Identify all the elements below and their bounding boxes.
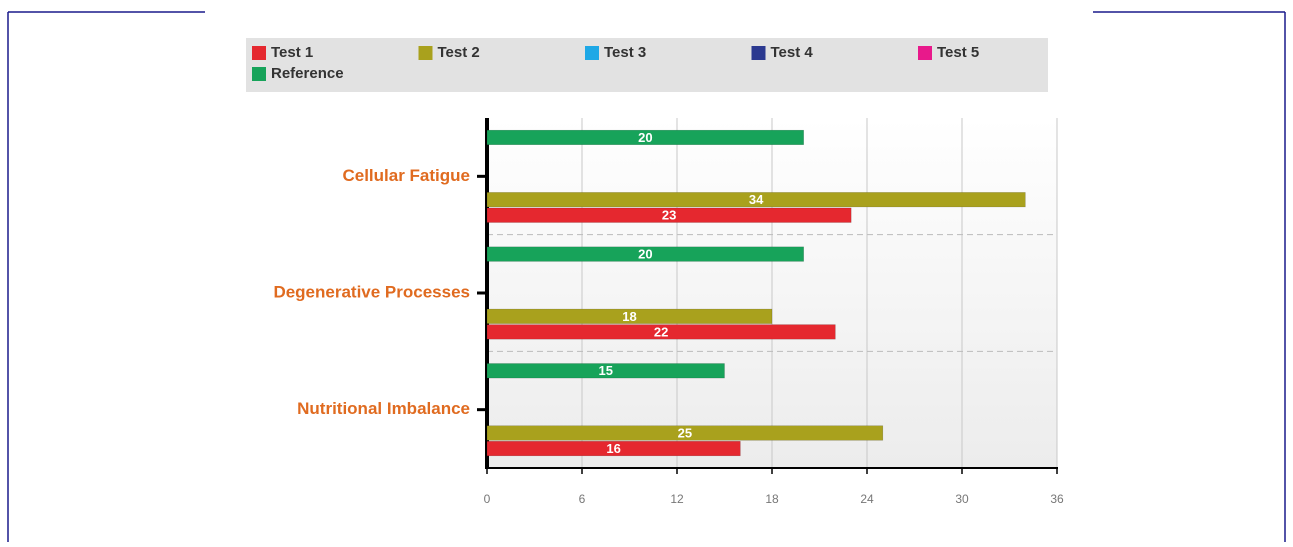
legend-label: Test 3 — [604, 44, 646, 61]
bar — [486, 425, 884, 441]
legend-label: Test 2 — [438, 44, 480, 61]
legend-swatch — [418, 46, 433, 60]
bar — [486, 441, 741, 457]
data-label: 22 — [654, 324, 668, 339]
bar — [486, 246, 804, 262]
x-tick-label: 0 — [484, 492, 491, 506]
legend-label: Reference — [271, 65, 344, 82]
legend-label: Test 4 — [771, 44, 814, 61]
data-label: 20 — [638, 130, 652, 145]
data-label: 20 — [638, 247, 652, 262]
legend-swatch — [751, 46, 766, 60]
bar — [486, 324, 836, 340]
legend-label: Test 1 — [271, 44, 313, 61]
legend-label: Test 5 — [937, 44, 979, 61]
legend-swatch — [585, 46, 599, 60]
legend-swatch — [252, 67, 266, 81]
x-tick-label: 6 — [579, 492, 586, 506]
bar — [486, 207, 852, 223]
y-tick-label: Cellular Fatigue — [342, 166, 470, 185]
data-label: 18 — [622, 309, 636, 324]
bar — [486, 363, 725, 379]
data-label: 34 — [749, 192, 764, 207]
y-tick-label: Degenerative Processes — [273, 282, 470, 301]
bar — [486, 192, 1026, 208]
legend-swatch — [918, 46, 932, 60]
bar — [486, 308, 773, 324]
x-tick-label: 18 — [765, 492, 779, 506]
y-tick-label: Nutritional Imbalance — [297, 399, 470, 418]
frame — [7, 11, 1286, 542]
data-label: 16 — [606, 441, 620, 456]
x-tick-label: 24 — [860, 492, 874, 506]
data-label: 25 — [678, 425, 692, 440]
data-label: 15 — [599, 363, 613, 378]
legend-swatch — [252, 46, 266, 60]
x-tick-label: 30 — [955, 492, 969, 506]
legend-box — [246, 38, 1048, 92]
x-tick-label: 12 — [670, 492, 684, 506]
x-tick-label: 36 — [1050, 492, 1064, 506]
data-label: 23 — [662, 208, 676, 223]
bar — [486, 129, 804, 145]
